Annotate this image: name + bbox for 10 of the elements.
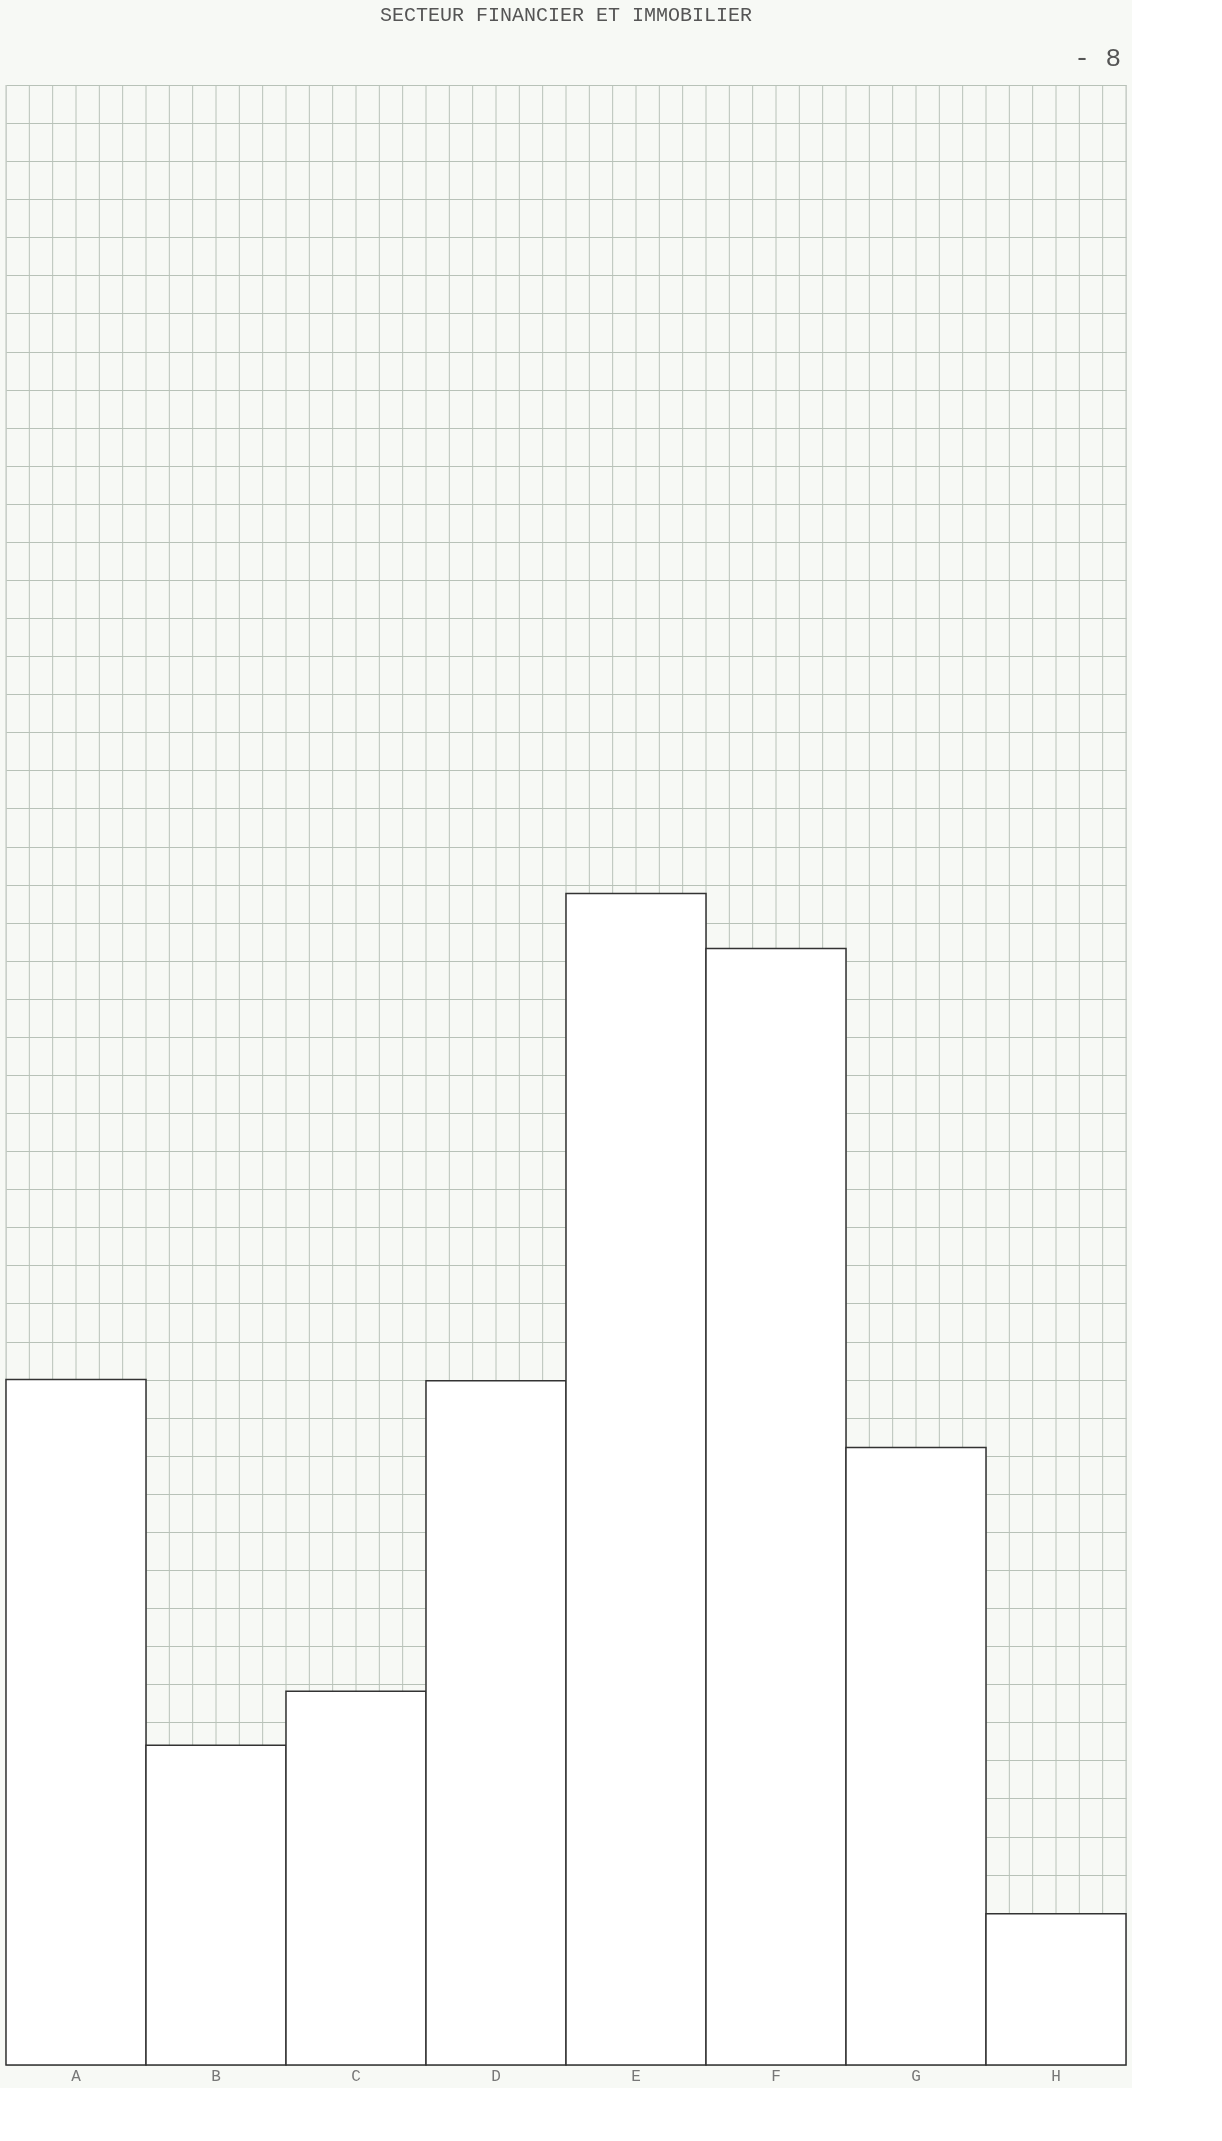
x-tick-label: G: [911, 2067, 921, 2086]
x-tick-label: A: [71, 2067, 82, 2086]
x-tick-label: F: [771, 2067, 781, 2086]
text: - 8: [1074, 44, 1121, 74]
x-tick-label: C: [351, 2067, 361, 2086]
chart-title: SECTEUR FINANCIER ET IMMOBILIER: [379, 4, 753, 27]
x-tick-label: H: [1051, 2067, 1061, 2086]
x-tick-label: D: [491, 2067, 501, 2086]
x-tick-label: B: [211, 2067, 221, 2086]
x-tick-label: E: [631, 2067, 641, 2086]
